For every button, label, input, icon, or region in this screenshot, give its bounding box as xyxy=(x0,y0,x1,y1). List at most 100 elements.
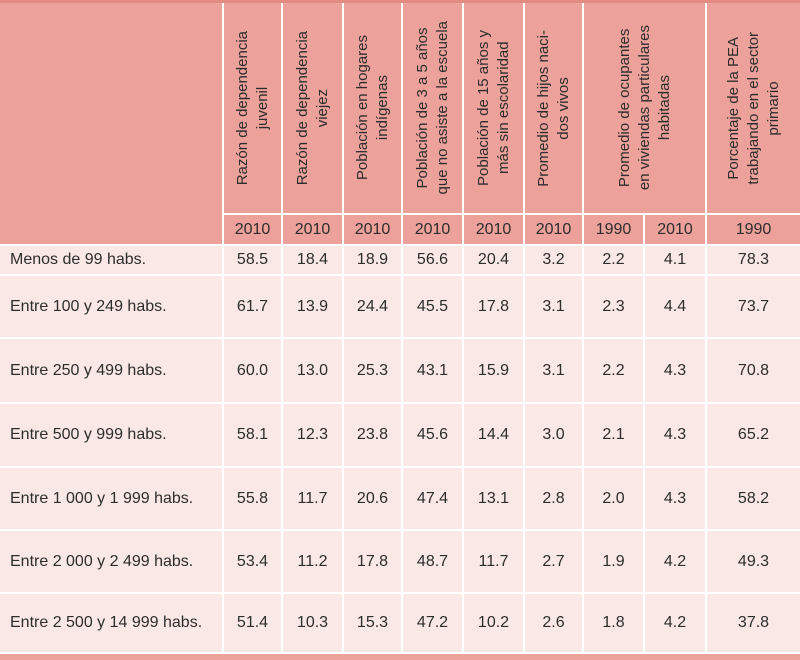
value-cell: 73.7 xyxy=(707,276,800,337)
value-cell: 25.3 xyxy=(344,339,401,402)
column-header-promedio-hijos-nacidos-vivos: Promedio de hijos naci- dos vivos xyxy=(525,3,582,213)
column-header-poblacion-hogares-indigenas: Población en hogares indígenas xyxy=(344,3,401,213)
table-corner-cell xyxy=(0,3,222,244)
value-cell: 2.2 xyxy=(584,339,643,402)
value-cell: 4.3 xyxy=(645,468,705,529)
year-cell: 2010 xyxy=(525,215,582,244)
value-cell: 60.0 xyxy=(224,339,281,402)
value-cell: 20.4 xyxy=(464,246,523,274)
value-cell: 58.1 xyxy=(224,404,281,466)
column-header-label: Población en hogares indígenas xyxy=(353,35,391,181)
value-cell: 3.0 xyxy=(525,404,582,466)
column-header-razon-dependencia-juvenil: Razón de dependencia juvenil xyxy=(224,3,281,213)
year-cell: 2010 xyxy=(464,215,523,244)
value-cell: 2.1 xyxy=(584,404,643,466)
value-cell: 10.2 xyxy=(464,594,523,652)
value-cell: 1.8 xyxy=(584,594,643,652)
value-cell: 4.3 xyxy=(645,339,705,402)
column-header-promedio-ocupantes-viviendas: Promedio de ocupantes en viviendas parti… xyxy=(584,3,705,213)
table-grid: Razón de dependencia juvenil Razón de de… xyxy=(0,3,800,652)
value-cell: 45.6 xyxy=(403,404,462,466)
value-cell: 4.4 xyxy=(645,276,705,337)
value-cell: 2.6 xyxy=(525,594,582,652)
value-cell: 37.8 xyxy=(707,594,800,652)
table-top-border xyxy=(0,0,800,3)
value-cell: 12.3 xyxy=(283,404,342,466)
value-cell: 51.4 xyxy=(224,594,281,652)
value-cell: 43.1 xyxy=(403,339,462,402)
value-cell: 15.9 xyxy=(464,339,523,402)
value-cell: 4.1 xyxy=(645,246,705,274)
value-cell: 18.4 xyxy=(283,246,342,274)
year-cell: 2010 xyxy=(403,215,462,244)
value-cell: 17.8 xyxy=(464,276,523,337)
year-cell: 1990 xyxy=(584,215,643,244)
value-cell: 49.3 xyxy=(707,531,800,592)
value-cell: 56.6 xyxy=(403,246,462,274)
value-cell: 13.0 xyxy=(283,339,342,402)
row-label-menos-99: Menos de 99 habs. xyxy=(0,246,222,274)
value-cell: 11.2 xyxy=(283,531,342,592)
row-label-100-249: Entre 100 y 249 habs. xyxy=(0,276,222,337)
column-header-label: Porcentaje de la PEA trabajando en el se… xyxy=(724,31,782,185)
year-cell: 2010 xyxy=(224,215,281,244)
value-cell: 4.3 xyxy=(645,404,705,466)
value-cell: 2.2 xyxy=(584,246,643,274)
value-cell: 47.2 xyxy=(403,594,462,652)
value-cell: 65.2 xyxy=(707,404,800,466)
row-label-2000-2499: Entre 2 000 y 2 499 habs. xyxy=(0,531,222,592)
value-cell: 2.7 xyxy=(525,531,582,592)
value-cell: 47.4 xyxy=(403,468,462,529)
value-cell: 17.8 xyxy=(344,531,401,592)
value-cell: 10.3 xyxy=(283,594,342,652)
value-cell: 3.1 xyxy=(525,339,582,402)
value-cell: 13.1 xyxy=(464,468,523,529)
year-cell: 2010 xyxy=(645,215,705,244)
value-cell: 20.6 xyxy=(344,468,401,529)
value-cell: 14.4 xyxy=(464,404,523,466)
column-header-porcentaje-pea-sector-primario: Porcentaje de la PEA trabajando en el se… xyxy=(707,3,800,213)
value-cell: 58.5 xyxy=(224,246,281,274)
value-cell: 55.8 xyxy=(224,468,281,529)
value-cell: 53.4 xyxy=(224,531,281,592)
value-cell: 3.2 xyxy=(525,246,582,274)
value-cell: 58.2 xyxy=(707,468,800,529)
value-cell: 48.7 xyxy=(403,531,462,592)
value-cell: 2.3 xyxy=(584,276,643,337)
column-header-label: Población de 15 años y más sin escolarid… xyxy=(474,30,512,186)
column-header-label: Promedio de hijos naci- dos vivos xyxy=(534,29,572,187)
row-label-2500-14999: Entre 2 500 y 14 999 habs. xyxy=(0,594,222,652)
row-label-250-499: Entre 250 y 499 habs. xyxy=(0,339,222,402)
value-cell: 23.8 xyxy=(344,404,401,466)
value-cell: 45.5 xyxy=(403,276,462,337)
value-cell: 15.3 xyxy=(344,594,401,652)
value-cell: 61.7 xyxy=(224,276,281,337)
value-cell: 78.3 xyxy=(707,246,800,274)
value-cell: 4.2 xyxy=(645,594,705,652)
table-bottom-border xyxy=(0,654,800,660)
value-cell: 1.9 xyxy=(584,531,643,592)
value-cell: 4.2 xyxy=(645,531,705,592)
value-cell: 70.8 xyxy=(707,339,800,402)
value-cell: 13.9 xyxy=(283,276,342,337)
year-cell: 2010 xyxy=(283,215,342,244)
value-cell: 2.8 xyxy=(525,468,582,529)
value-cell: 2.0 xyxy=(584,468,643,529)
column-header-label: Promedio de ocupantes en viviendas parti… xyxy=(615,25,673,191)
column-header-label: Razón de dependencia juvenil xyxy=(233,30,271,186)
value-cell: 11.7 xyxy=(464,531,523,592)
column-header-poblacion-3-5-no-escuela: Población de 3 a 5 años que no asiste a … xyxy=(403,3,462,213)
column-header-poblacion-15-sin-escolaridad: Población de 15 años y más sin escolarid… xyxy=(464,3,523,213)
year-cell: 2010 xyxy=(344,215,401,244)
row-label-1000-1999: Entre 1 000 y 1 999 habs. xyxy=(0,468,222,529)
column-header-label: Población de 3 a 5 años que no asiste a … xyxy=(413,21,451,195)
column-header-label: Razón de dependencia viejez xyxy=(293,30,331,186)
year-cell: 1990 xyxy=(707,215,800,244)
value-cell: 3.1 xyxy=(525,276,582,337)
value-cell: 18.9 xyxy=(344,246,401,274)
column-header-razon-dependencia-viejez: Razón de dependencia viejez xyxy=(283,3,342,213)
value-cell: 11.7 xyxy=(283,468,342,529)
value-cell: 24.4 xyxy=(344,276,401,337)
row-label-500-999: Entre 500 y 999 habs. xyxy=(0,404,222,466)
